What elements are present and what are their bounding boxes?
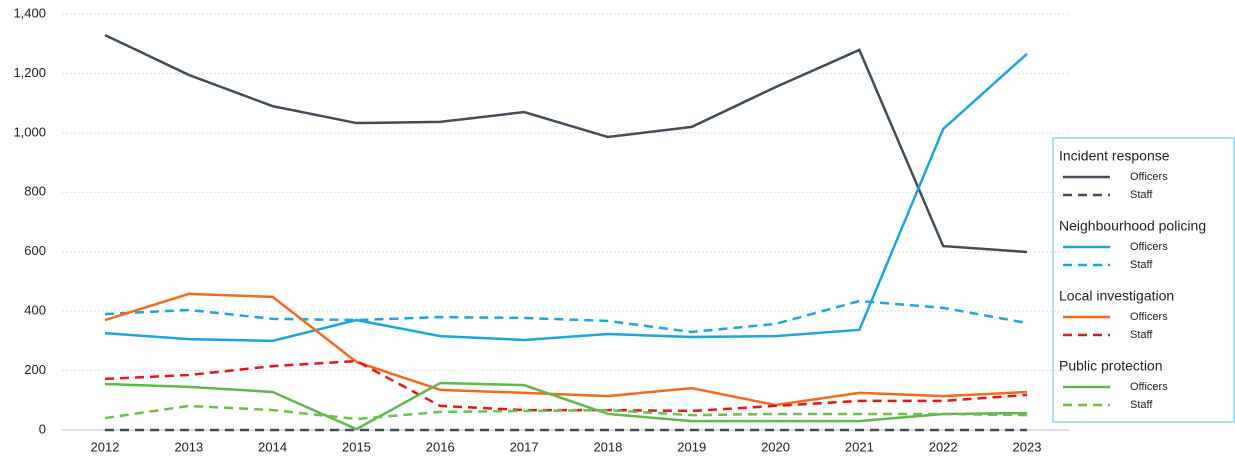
legend-group-title: Incident response [1059, 148, 1170, 164]
legend-group-title: Neighbourhood policing [1059, 218, 1206, 234]
line-series [104, 52, 1028, 343]
y-tick-label: 600 [24, 243, 46, 258]
y-tick-label: 1,000 [13, 124, 46, 139]
x-tick-label: 2014 [258, 439, 287, 454]
x-tick-label: 2016 [426, 439, 455, 454]
x-tick-label: 2012 [91, 439, 120, 454]
legend-label: Staff [1130, 259, 1153, 271]
y-tick-label: 1,400 [13, 5, 46, 20]
x-tick-label: 2018 [593, 439, 622, 454]
legend-label: Officers [1130, 381, 1168, 393]
legend-label: Staff [1130, 189, 1153, 201]
legend-label: Staff [1130, 329, 1153, 341]
legend-group-title: Local investigation [1059, 288, 1174, 304]
x-tick-label: 2020 [761, 439, 790, 454]
line-series [104, 33, 1028, 254]
x-tick-label: 2015 [342, 439, 371, 454]
x-tick-label: 2019 [677, 439, 706, 454]
x-tick-label: 2013 [174, 439, 203, 454]
legend-label: Staff [1130, 399, 1153, 411]
x-tick-label: 2022 [929, 439, 958, 454]
line-series [104, 292, 1028, 407]
x-tick-label: 2021 [845, 439, 874, 454]
y-tick-label: 800 [24, 184, 46, 199]
y-tick-label: 400 [24, 303, 46, 318]
legend-label: Officers [1130, 311, 1168, 323]
legend-box [1052, 137, 1235, 423]
legend-label: Officers [1130, 171, 1168, 183]
line-series [104, 299, 1028, 334]
y-tick-label: 1,200 [13, 65, 46, 80]
x-tick-label: 2017 [510, 439, 539, 454]
line-series [104, 359, 1028, 413]
legend-label: Officers [1130, 241, 1168, 253]
y-tick-label: 200 [24, 362, 46, 377]
line-series [104, 381, 1028, 431]
legend-group-title: Public protection [1059, 358, 1163, 374]
x-tick-label: 2023 [1013, 439, 1042, 454]
y-tick-label: 0 [39, 421, 46, 436]
line-series [104, 404, 1028, 421]
